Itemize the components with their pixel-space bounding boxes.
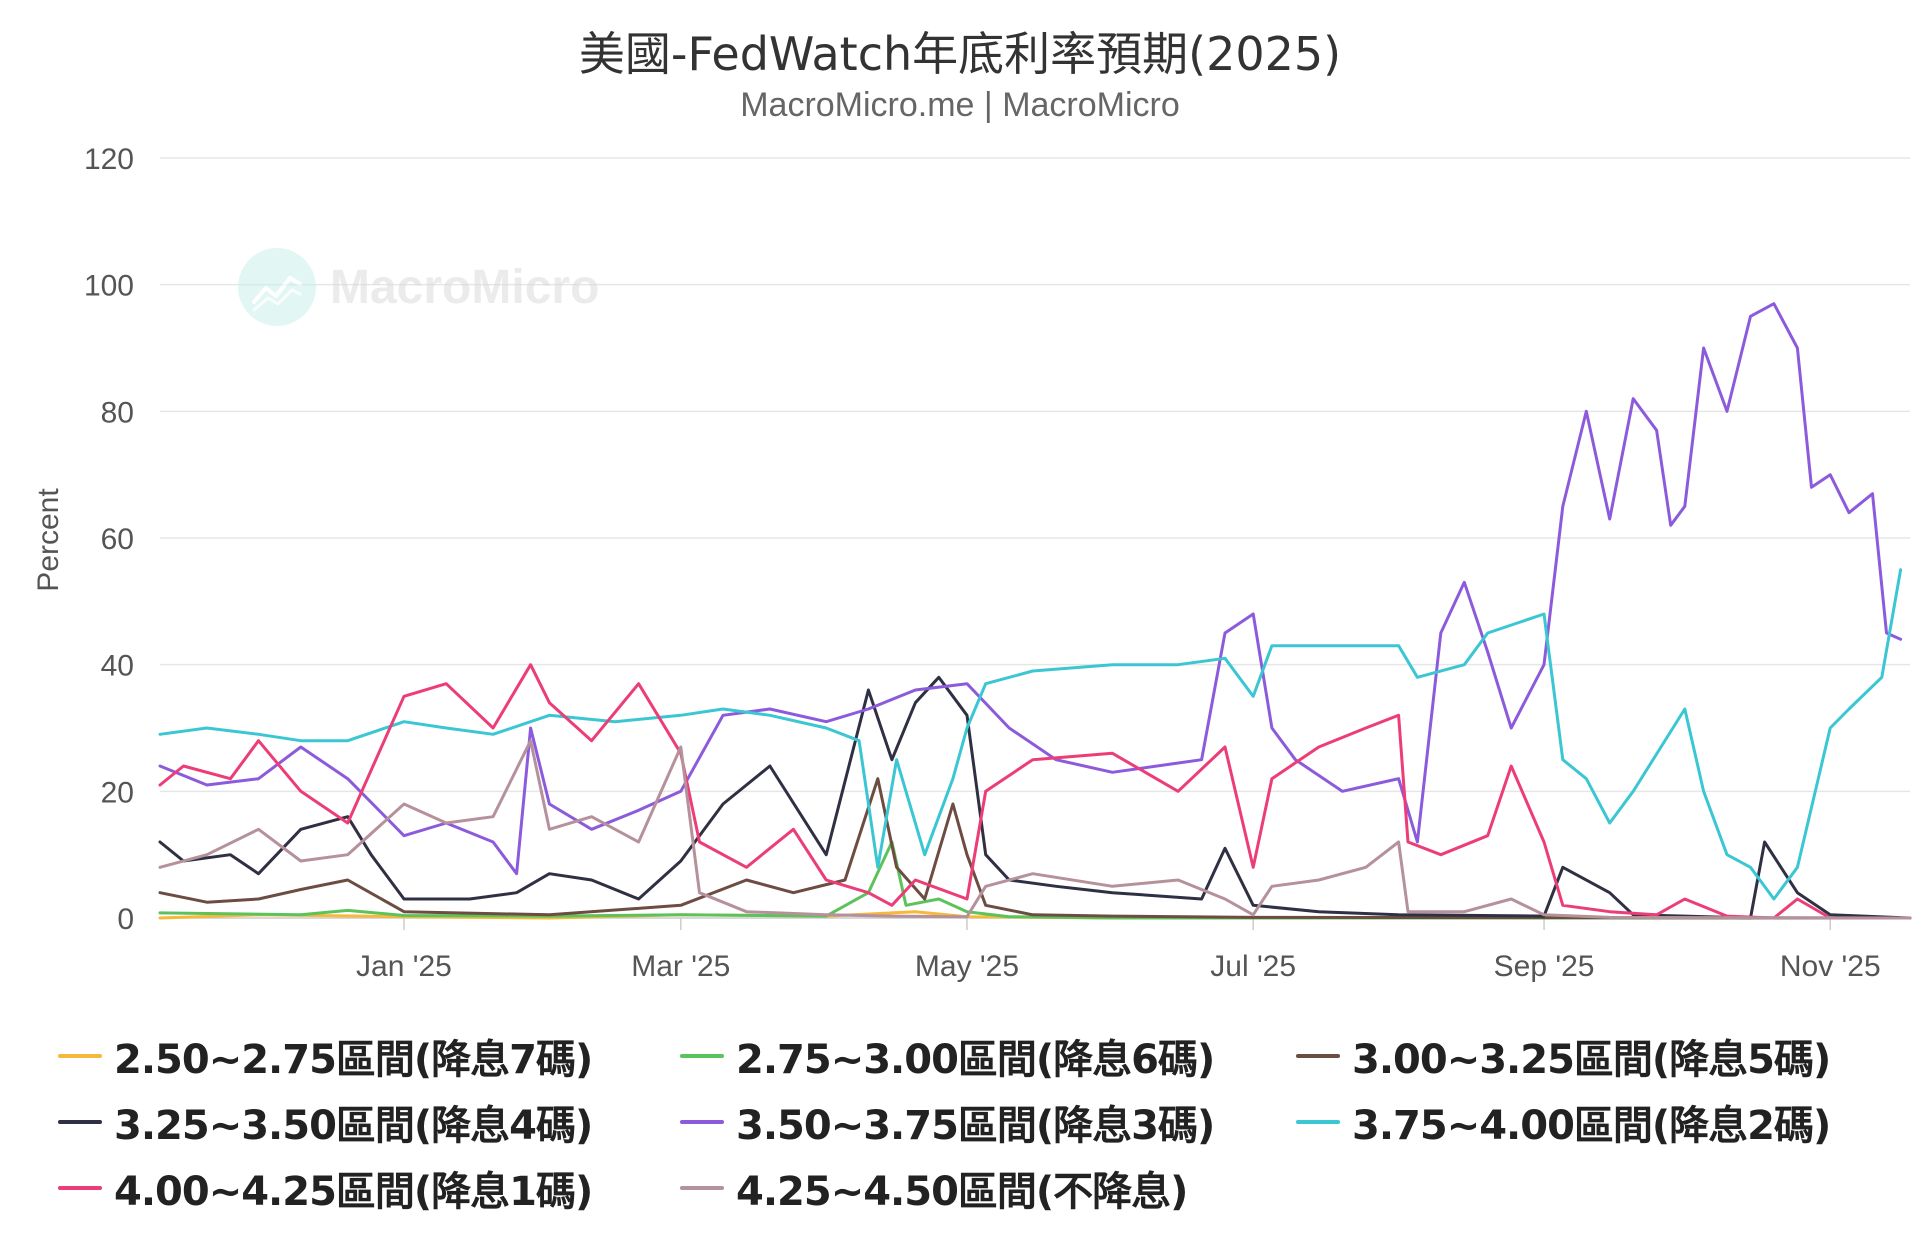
series-line-7[interactable] bbox=[158, 663, 1912, 920]
series-line-3[interactable] bbox=[158, 777, 1912, 920]
chart-title: 美國-FedWatch年底利率預期(2025) bbox=[578, 27, 1342, 81]
legend-swatch-icon bbox=[680, 1186, 724, 1190]
legend-label: 3.50~3.75區間(降息3碼) bbox=[736, 1103, 1215, 1149]
y-tick-label: 120 bbox=[84, 143, 134, 176]
legend-swatch-icon bbox=[58, 1186, 102, 1190]
x-tick-label: Jul '25 bbox=[1210, 950, 1296, 983]
legend-label: 4.00~4.25區間(降息1碼) bbox=[114, 1169, 593, 1215]
x-tick-label: May '25 bbox=[915, 950, 1019, 983]
legend-swatch-icon bbox=[1296, 1120, 1340, 1124]
y-axis-label: Percent bbox=[32, 488, 65, 592]
legend-item-5[interactable]: 3.50~3.75區間(降息3碼) bbox=[680, 1094, 1215, 1150]
y-tick-label: 100 bbox=[84, 270, 134, 303]
macromicro-logo-icon bbox=[238, 248, 316, 326]
legend-item-2[interactable]: 2.75~3.00區間(降息6碼) bbox=[680, 1028, 1215, 1084]
legend-label: 4.25~4.50區間(不降息) bbox=[736, 1169, 1188, 1215]
series-line-4[interactable] bbox=[158, 675, 1912, 920]
line-chart: 0 20 40 60 80 100 120 Jan '25 Mar '25 May '25 Jul… bbox=[32, 143, 1912, 983]
legend-swatch-icon bbox=[680, 1054, 724, 1058]
legend-item-6[interactable]: 3.75~4.00區間(降息2碼) bbox=[1296, 1094, 1831, 1150]
series-line-5[interactable] bbox=[158, 302, 1903, 876]
legend-swatch-icon bbox=[1296, 1054, 1340, 1058]
x-tick-label: Nov '25 bbox=[1780, 950, 1881, 983]
x-tick-label: Jan '25 bbox=[356, 950, 452, 983]
watermark-text: MacroMicro bbox=[330, 260, 600, 314]
legend-item-8[interactable]: 4.25~4.50區間(不降息) bbox=[680, 1160, 1188, 1216]
y-tick-label: 40 bbox=[101, 650, 134, 683]
y-axis-ticks: 0 20 40 60 80 100 120 bbox=[84, 143, 134, 936]
legend-label: 2.50~2.75區間(降息7碼) bbox=[114, 1037, 593, 1083]
legend-swatch-icon bbox=[680, 1120, 724, 1124]
legend-item-3[interactable]: 3.00~3.25區間(降息5碼) bbox=[1296, 1028, 1831, 1084]
series-line-8[interactable] bbox=[158, 739, 1912, 920]
legend-label: 3.25~3.50區間(降息4碼) bbox=[114, 1103, 593, 1149]
legend-swatch-icon bbox=[58, 1054, 102, 1058]
legend-swatch-icon bbox=[58, 1120, 102, 1124]
legend-label: 2.75~3.00區間(降息6碼) bbox=[736, 1037, 1215, 1083]
legend-label: 3.00~3.25區間(降息5碼) bbox=[1352, 1037, 1831, 1083]
legend-item-4[interactable]: 3.25~3.50區間(降息4碼) bbox=[58, 1094, 593, 1150]
watermark: MacroMicro bbox=[238, 248, 599, 326]
y-tick-label: 80 bbox=[101, 396, 134, 429]
series-lines bbox=[158, 302, 1912, 920]
y-tick-label: 20 bbox=[101, 776, 134, 809]
y-tick-label: 0 bbox=[117, 903, 134, 936]
legend-item-1[interactable]: 2.50~2.75區間(降息7碼) bbox=[58, 1028, 593, 1084]
x-tick-label: Mar '25 bbox=[631, 950, 730, 983]
series-line-2[interactable] bbox=[158, 840, 1912, 920]
x-tick-label: Sep '25 bbox=[1494, 950, 1595, 983]
x-axis-ticks: Jan '25 Mar '25 May '25 Jul '25 Sep '25 Nov '… bbox=[356, 918, 1881, 983]
y-tick-label: 60 bbox=[101, 523, 134, 556]
series-line-6[interactable] bbox=[158, 568, 1903, 901]
legend-item-7[interactable]: 4.00~4.25區間(降息1碼) bbox=[58, 1160, 593, 1216]
chart-subtitle: MacroMicro.me | MacroMicro bbox=[740, 86, 1180, 124]
legend-label: 3.75~4.00區間(降息2碼) bbox=[1352, 1103, 1831, 1149]
